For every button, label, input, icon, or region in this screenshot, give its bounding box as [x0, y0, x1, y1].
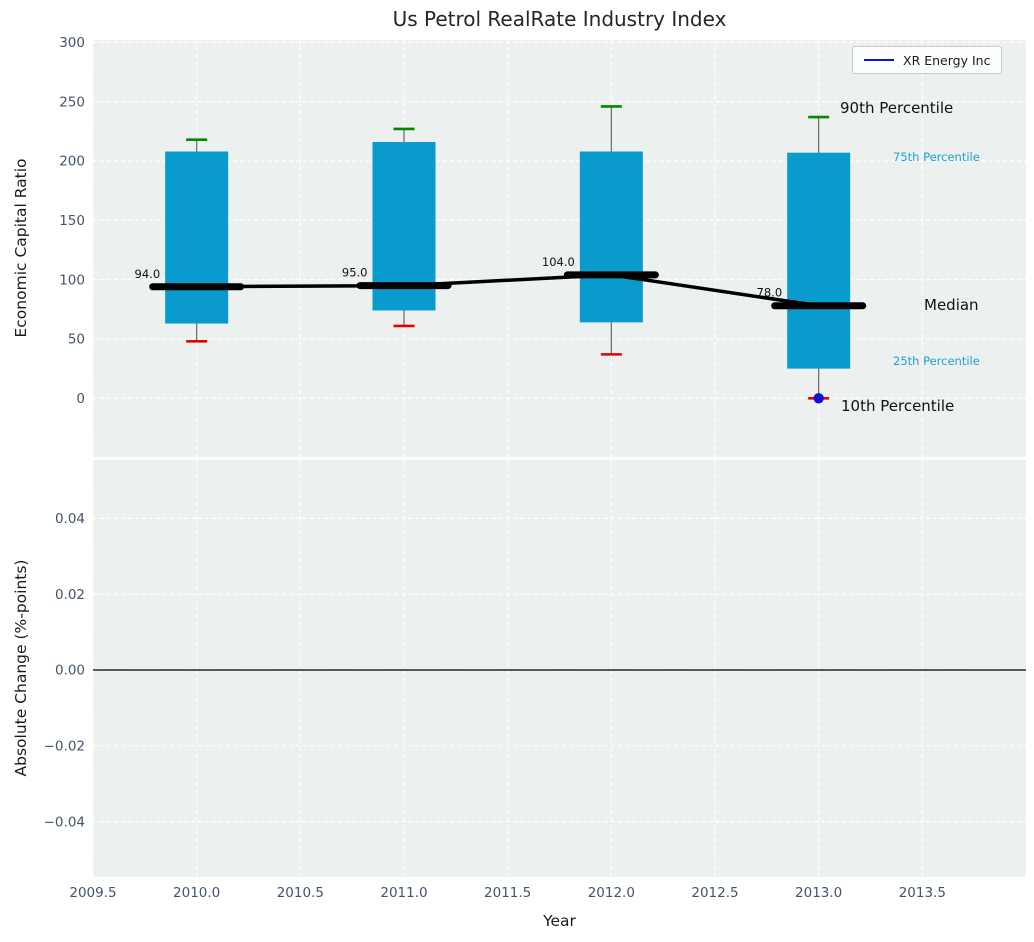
company-point [813, 393, 824, 404]
y-axis-label-bottom: Absolute Change (%-points) [12, 559, 30, 777]
x-tick-label: 2010.5 [277, 885, 324, 901]
y-tick-label-bottom: 0.04 [55, 511, 85, 527]
annotation-90th-percentile: 90th Percentile [840, 99, 954, 117]
y-tick-label-bottom: −0.04 [44, 814, 85, 830]
x-tick-label: 2012.0 [588, 885, 635, 901]
y-tick-label-bottom: −0.02 [44, 739, 85, 755]
x-tick-label: 2011.5 [484, 885, 531, 901]
annotation-10th-percentile: 10th Percentile [841, 397, 955, 415]
chart-title: Us Petrol RealRate Industry Index [392, 7, 727, 31]
y-tick-label-top: 300 [59, 35, 85, 51]
median-value-label: 104.0 [542, 255, 575, 269]
y-axis-label-top: Economic Capital Ratio [12, 158, 30, 338]
y-tick-label-bottom: 0.00 [55, 663, 85, 679]
x-tick-label: 2012.5 [691, 885, 738, 901]
percentile-bar [165, 151, 229, 324]
y-tick-label-top: 100 [59, 272, 85, 288]
y-tick-label-top: 50 [68, 332, 85, 348]
x-tick-label: 2013.0 [795, 885, 842, 901]
annotation-75th-percentile: 75th Percentile [893, 150, 980, 164]
percentile-bar [579, 151, 643, 323]
y-tick-label-bottom: 0.02 [55, 587, 85, 603]
y-tick-label-top: 0 [76, 391, 85, 407]
x-tick-label: 2009.5 [69, 885, 116, 901]
top-plot-background [93, 40, 1026, 457]
x-tick-label: 2013.5 [899, 885, 946, 901]
y-tick-label-top: 150 [59, 213, 85, 229]
legend-line-icon [864, 59, 894, 61]
y-tick-label-top: 200 [59, 154, 85, 170]
median-line [194, 273, 821, 308]
median-value-label: 78.0 [757, 286, 783, 300]
y-tick-label-top: 250 [59, 94, 85, 110]
median-value-label: 94.0 [135, 267, 161, 281]
annotation-median: Median [924, 296, 979, 314]
median-value-label: 95.0 [342, 266, 368, 280]
x-tick-label: 2010.0 [173, 885, 220, 901]
annotation-25th-percentile: 25th Percentile [893, 354, 980, 368]
legend: XR Energy Inc [852, 46, 1003, 74]
bottom-plot-background [93, 460, 1026, 877]
percentile-bar [787, 152, 851, 369]
x-axis-label: Year [543, 912, 576, 930]
legend-entry-label: XR Energy Inc [903, 52, 991, 68]
x-tick-label: 2011.0 [380, 885, 427, 901]
